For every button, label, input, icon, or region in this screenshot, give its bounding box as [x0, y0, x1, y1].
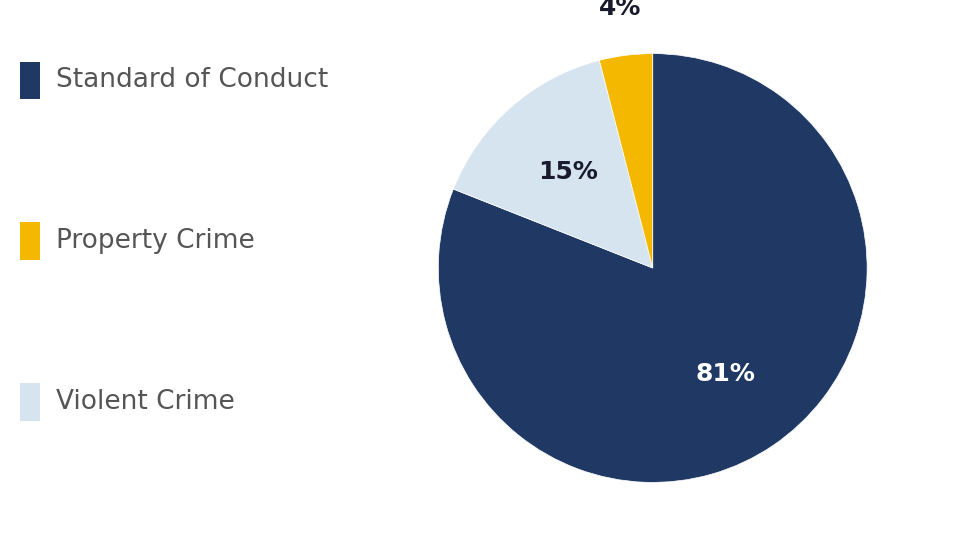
Text: Property Crime: Property Crime [56, 228, 255, 254]
FancyBboxPatch shape [20, 383, 41, 421]
Wedge shape [454, 61, 653, 268]
Text: 81%: 81% [695, 362, 755, 386]
Text: 15%: 15% [538, 160, 598, 183]
Text: Violent Crime: Violent Crime [56, 389, 235, 415]
Wedge shape [438, 54, 867, 482]
FancyBboxPatch shape [20, 62, 41, 99]
Text: 4%: 4% [599, 0, 641, 20]
Wedge shape [600, 54, 653, 268]
Text: Standard of Conduct: Standard of Conduct [56, 68, 329, 93]
FancyBboxPatch shape [20, 222, 41, 260]
